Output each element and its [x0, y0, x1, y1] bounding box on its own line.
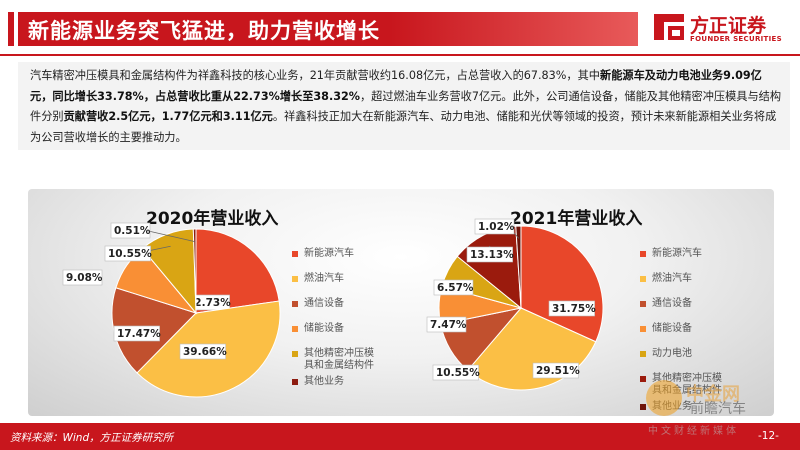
legend-swatch: [640, 376, 646, 382]
data-label-text: 9.08%: [66, 272, 103, 284]
summary-bold-text: 新能源车及动力电池业务9.09亿元，同比增长33.78%，占总营收比重从22.7…: [30, 69, 762, 103]
legend-label: 燃油汽车: [652, 273, 692, 284]
data-label-text: 10.55%: [436, 367, 480, 379]
data-label-text: 1.02%: [478, 221, 515, 233]
summary-paragraph: 汽车精密冲压模具和金属结构件为祥鑫科技的核心业务，21年贡献营收约16.08亿元…: [30, 66, 782, 148]
data-label-text: 17.47%: [117, 328, 161, 340]
data-label: 39.66%: [179, 343, 227, 360]
data-label-text: 31.75%: [552, 303, 596, 315]
data-label-text: 39.66%: [183, 346, 227, 358]
founder-logo-icon: [654, 14, 684, 40]
logo-text-cn: 方正证券: [690, 15, 767, 37]
legend-label: 储能设备: [652, 323, 692, 334]
legend-swatch: [292, 301, 298, 307]
legend-swatch: [640, 251, 646, 257]
data-label-box: [179, 343, 226, 360]
pie-slice-2021-5: [456, 225, 522, 310]
data-label-text: 0.51%: [114, 225, 151, 237]
data-label-box: [466, 246, 513, 263]
legend-label: 新能源汽车: [652, 248, 702, 259]
legend-swatch: [640, 404, 646, 410]
legend-label: 新能源汽车: [304, 248, 354, 259]
title-banner: [18, 12, 638, 46]
legend-swatch: [640, 351, 646, 357]
title-accent-mark: [8, 12, 14, 46]
title-bar: 新能源业务突飞猛进，助力营收增长 方正证券 FOUNDER SECURITIES: [0, 0, 800, 58]
data-label-box: [532, 362, 579, 379]
data-label: 31.75%: [548, 300, 596, 317]
legend-label: 通信设备: [652, 298, 692, 309]
footer-bar: [0, 423, 800, 450]
pie-slice-2020-0: [195, 228, 280, 314]
legend-swatch: [292, 351, 298, 357]
header-divider: [0, 54, 800, 56]
data-label: 13.13%: [466, 246, 514, 263]
data-label-box: [474, 218, 515, 235]
chart-title-2021: 2021年营业收入: [510, 209, 643, 229]
pie-slice-2021-6: [515, 225, 522, 309]
legend-label: 通信设备: [304, 298, 344, 309]
data-label: 0.51%: [110, 222, 151, 239]
data-label: 29.51%: [532, 362, 580, 379]
watermark-logo-icon: [646, 380, 682, 416]
data-label: 10.55%: [432, 364, 480, 381]
data-label-box: [426, 316, 467, 333]
legend-label: 燃油汽车: [304, 273, 344, 284]
legend-label: 动力电池: [652, 348, 692, 359]
data-label-box: [433, 279, 474, 296]
data-label-text: 6.57%: [437, 282, 474, 294]
summary-box: [18, 62, 790, 150]
summary-text: ，超过燃油车业务营收7亿元。此外，公司通信设备，储能及其他精密冲压模具与结构件分…: [30, 89, 782, 124]
legend-swatch: [292, 251, 298, 257]
data-label-text: 13.13%: [470, 249, 514, 261]
legend-swatch: [640, 301, 646, 307]
pie-slice-2020-5: [192, 228, 197, 314]
data-label-box: [548, 300, 595, 317]
legend-label: 其他精密冲压模具和金属结构件: [304, 348, 374, 371]
data-label: 6.57%: [433, 279, 474, 296]
data-label-text: 10.55%: [108, 248, 152, 260]
legend-label: 其他精密冲压模具和金属结构件: [652, 373, 722, 396]
logo-text-en: FOUNDER SECURITIES: [690, 35, 782, 43]
data-label-box: [62, 269, 103, 286]
data-label: 10.55%: [104, 245, 152, 262]
founder-logo: 方正证券 FOUNDER SECURITIES: [652, 10, 792, 50]
watermark-line2: 前瞻汽车: [690, 401, 746, 417]
legend-swatch: [640, 326, 646, 332]
legend-swatch: [292, 326, 298, 332]
data-label: 1.02%: [474, 218, 515, 235]
legend-label: 其他业务: [304, 376, 344, 387]
page-title: 新能源业务突飞猛进，助力营收增长: [28, 19, 380, 43]
summary-text: 汽车精密冲压模具和金属结构件为祥鑫科技的核心业务，21年贡献营收约16.08亿元…: [30, 69, 600, 82]
data-label-box: [110, 222, 151, 239]
chart-title-2020: 2020年营业收入: [146, 209, 279, 229]
watermark-line1: 中金网: [686, 384, 740, 405]
legend-label: 储能设备: [304, 323, 344, 334]
data-label-text: 29.51%: [536, 365, 580, 377]
watermark: 中金网 前瞻汽车 中文财经新媒体: [646, 378, 796, 438]
data-label-box: [104, 245, 151, 262]
data-label-box: [432, 364, 479, 381]
legend-swatch: [292, 379, 298, 385]
summary-bold-text: 贡献营收2.5亿元，1.77亿元和3.11亿元: [63, 110, 273, 123]
data-label: 7.47%: [426, 316, 467, 333]
data-label-text: 22.73%: [187, 297, 231, 309]
data-label-box: [113, 325, 160, 342]
data-label: 17.47%: [113, 325, 161, 342]
data-label-text: 7.47%: [430, 319, 467, 331]
legend-swatch: [292, 276, 298, 282]
watermark-line3: 中文财经新媒体: [648, 426, 739, 437]
legend-swatch: [640, 276, 646, 282]
page-number: -12-: [758, 430, 779, 442]
summary-text: 。祥鑫科技正加大在新能源汽车、动力电池、储能和光伏等领域的投资，预计未来新能源相…: [30, 110, 777, 144]
data-label: 9.08%: [62, 269, 103, 286]
source-note: 资料来源：Wind，方正证券研究所: [10, 432, 174, 444]
